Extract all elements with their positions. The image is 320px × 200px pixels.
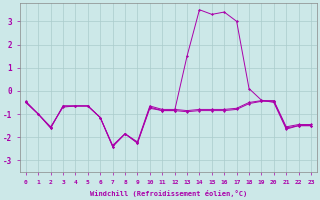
X-axis label: Windchill (Refroidissement éolien,°C): Windchill (Refroidissement éolien,°C) (90, 190, 247, 197)
